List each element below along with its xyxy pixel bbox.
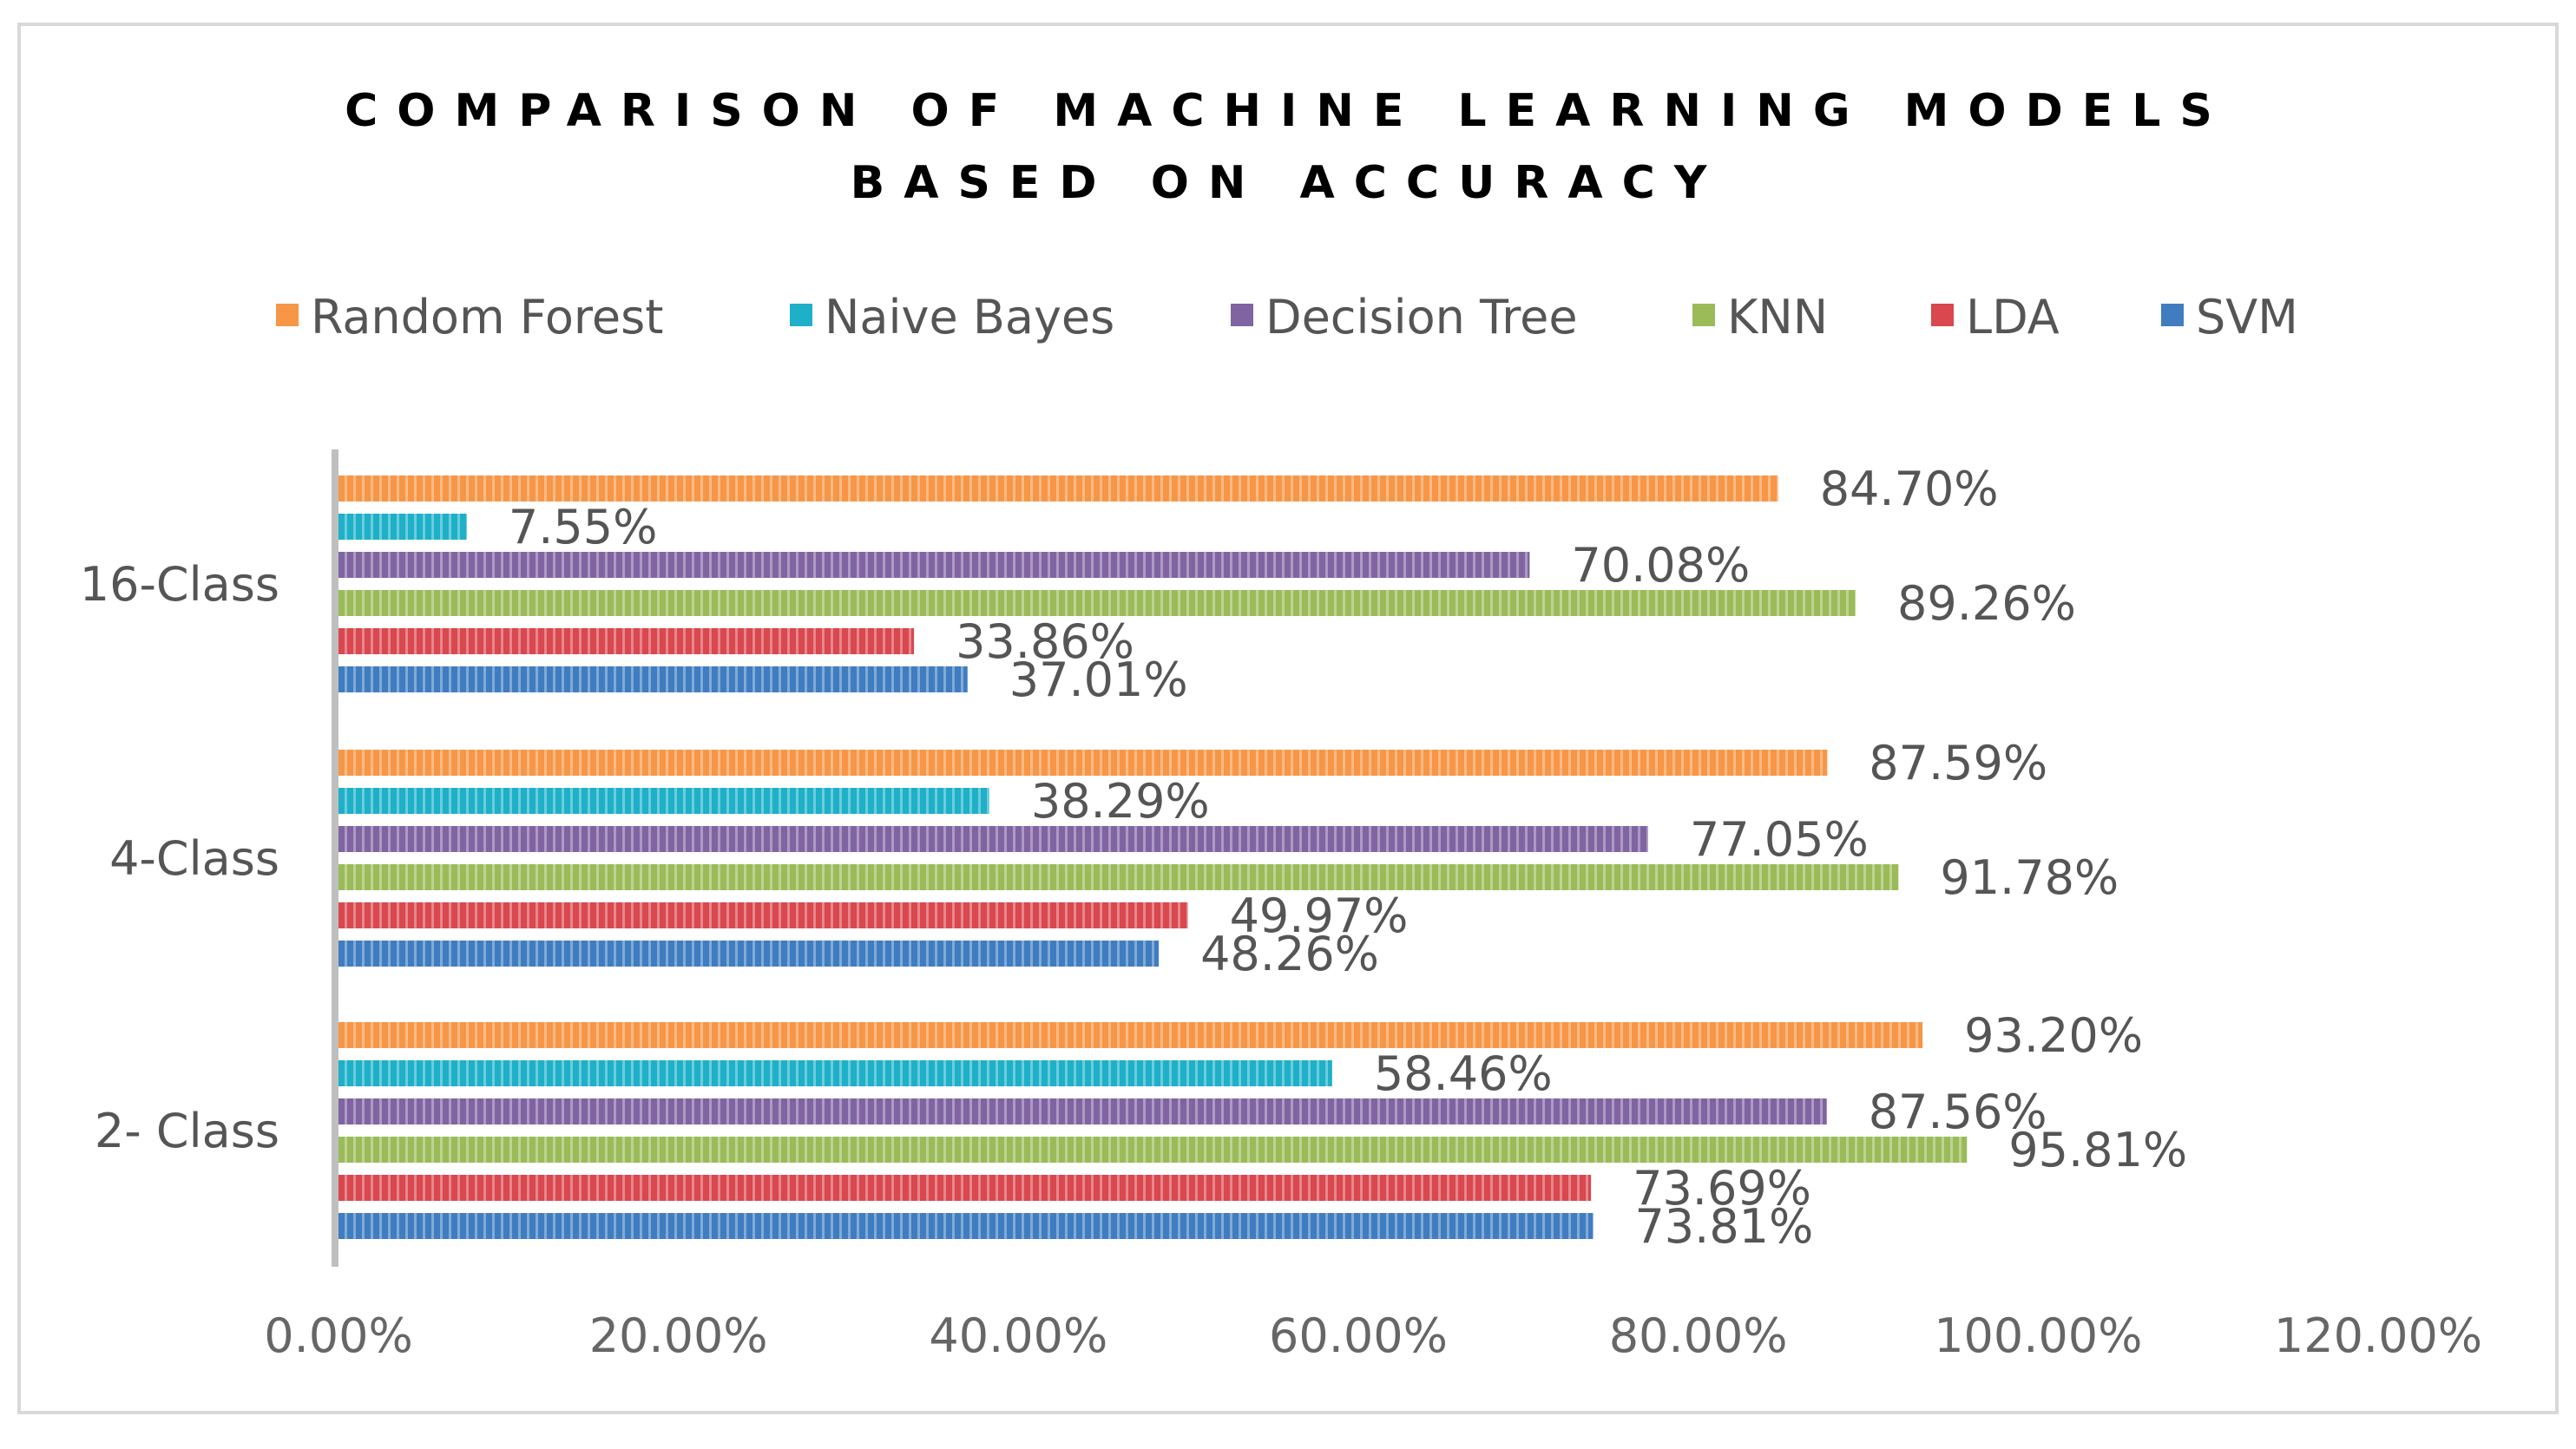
bar-area: [338, 475, 1968, 1239]
data-label-decision-tree-16-class: 70.08%: [1571, 538, 1750, 593]
legend-swatch-lda: [1931, 304, 1954, 326]
legend-item-lda: LDA: [1931, 290, 2060, 344]
bar-lda-16-class-hatch: [338, 628, 915, 654]
legend-swatch-svm: [2161, 304, 2184, 326]
legend: Random Forest Naive Bayes Decision Tree KNN…: [276, 290, 2298, 344]
chart-title-line-1: COMPARISON OF MACHINE LEARNING MODELS: [345, 85, 2231, 137]
bar-random-forest-16-class-hatch: [338, 475, 1778, 502]
bar-svm-2-class-hatch: [338, 1213, 1594, 1239]
bar-knn-16-class-hatch: [338, 590, 1856, 616]
legend-item-svm: SVM: [2161, 290, 2298, 344]
bar-knn-2-class-hatch: [338, 1137, 1968, 1163]
legend-label-lda: LDA: [1966, 290, 2060, 344]
x-tick-label-6: 120.00%: [2274, 1308, 2482, 1363]
bar-lda-2-class-hatch: [338, 1175, 1592, 1201]
x-tick-label-5: 100.00%: [1934, 1308, 2142, 1363]
data-label-svm-4-class: 48.26%: [1200, 927, 1379, 981]
bar-decision-tree-2-class-hatch: [338, 1098, 1827, 1124]
legend-label-decision-tree: Decision Tree: [1265, 290, 1578, 344]
x-tick-label-4: 80.00%: [1609, 1308, 1788, 1363]
bar-decision-tree-4-class-hatch: [338, 826, 1648, 852]
legend-swatch-random-forest: [276, 304, 299, 326]
x-tick-label-0: 0.00%: [264, 1308, 413, 1363]
legend-label-knn: KNN: [1727, 290, 1828, 344]
legend-item-random-forest: Random Forest: [276, 290, 663, 344]
bar-svm-4-class-hatch: [338, 941, 1160, 967]
chart-title-line-2: BASED ON ACCURACY: [851, 157, 1726, 209]
category-axis: 16-Class 4-Class 2- Class: [80, 557, 279, 1158]
category-label-4-class: 4-Class: [109, 831, 279, 886]
bar-random-forest-2-class-hatch: [338, 1022, 1923, 1048]
category-label-16-class: 16-Class: [80, 557, 279, 612]
x-tick-label-2: 40.00%: [929, 1308, 1107, 1363]
legend-swatch-decision-tree: [1231, 304, 1253, 326]
data-label-svm-2-class: 73.81%: [1634, 1199, 1813, 1254]
chart-title: COMPARISON OF MACHINE LEARNING MODELS BAS…: [345, 85, 2231, 209]
legend-item-naive-bayes: Naive Bayes: [790, 290, 1114, 344]
x-tick-label-3: 60.00%: [1269, 1308, 1448, 1363]
data-label-lda-16-class: 33.86%: [956, 614, 1134, 669]
data-label-lda-4-class: 49.97%: [1230, 888, 1409, 943]
legend-item-decision-tree: Decision Tree: [1231, 290, 1578, 344]
bar-decision-tree-16-class-hatch: [338, 552, 1530, 578]
data-label-random-forest-2-class: 93.20%: [1964, 1008, 2143, 1063]
legend-swatch-knn: [1692, 304, 1715, 326]
legend-swatch-naive-bayes: [790, 304, 812, 326]
data-label-knn-2-class: 95.81%: [2008, 1123, 2187, 1177]
data-label-lda-2-class: 73.69%: [1633, 1161, 1811, 1216]
value-axis: 0.00% 20.00% 40.00% 60.00% 80.00% 100.00% 120.…: [264, 1308, 2482, 1363]
bar-lda-4-class-hatch: [338, 902, 1188, 928]
data-label-random-forest-4-class: 87.59%: [1869, 736, 2047, 790]
data-label-knn-16-class: 89.26%: [1897, 576, 2076, 631]
legend-label-naive-bayes: Naive Bayes: [825, 290, 1114, 344]
legend-label-svm: SVM: [2196, 290, 2298, 344]
data-label-knn-4-class: 91.78%: [1940, 850, 2119, 905]
legend-label-random-forest: Random Forest: [311, 290, 663, 344]
data-label-svm-16-class: 37.01%: [1009, 652, 1188, 707]
bar-naive-bayes-4-class-hatch: [338, 788, 989, 814]
data-labels: 84.70% 7.55% 70.08% 89.26% 33.86%37.01% 87.59…: [509, 462, 2187, 1254]
bar-naive-bayes-2-class-hatch: [338, 1060, 1332, 1086]
data-label-naive-bayes-2-class: 58.46%: [1374, 1046, 1553, 1101]
legend-item-knn: KNN: [1692, 290, 1828, 344]
data-label-random-forest-16-class: 84.70%: [1820, 462, 1999, 516]
x-tick-label-1: 20.00%: [589, 1308, 768, 1363]
category-label-2-class: 2- Class: [95, 1104, 279, 1158]
chart-frame: [17, 23, 2559, 1414]
bar-svm-16-class-hatch: [338, 666, 968, 692]
data-label-decision-tree-4-class: 77.05%: [1690, 812, 1869, 867]
bar-knn-4-class-hatch: [338, 864, 1899, 890]
data-label-naive-bayes-4-class: 38.29%: [1031, 774, 1210, 829]
data-label-decision-tree-2-class: 87.56%: [1869, 1085, 2047, 1139]
data-label-naive-bayes-16-class: 7.55%: [509, 500, 658, 554]
bar-random-forest-4-class-hatch: [338, 750, 1828, 776]
bar-naive-bayes-16-class-hatch: [338, 514, 467, 540]
